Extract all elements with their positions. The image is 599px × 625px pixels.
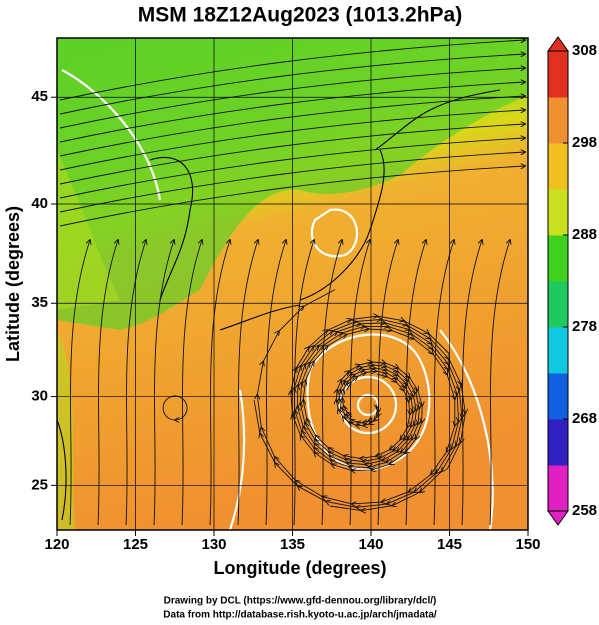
y-tick-label: 35 — [31, 294, 48, 311]
streamline — [461, 240, 482, 526]
streamline — [321, 240, 342, 526]
x-tick-label: 150 — [515, 536, 540, 553]
streamline — [59, 166, 525, 227]
land-region — [57, 330, 75, 530]
streamline — [489, 240, 510, 526]
title: MSM 18Z12Aug2023 (1013.2hPa) — [138, 4, 462, 27]
colorbar-tick-label: 268 — [572, 410, 597, 427]
credit: Drawing by DCL (https://www.gfd-dennou.o… — [164, 596, 437, 607]
colorbar-cell — [548, 235, 568, 282]
coastline — [374, 89, 501, 151]
streamline — [59, 68, 525, 129]
streamline — [209, 240, 230, 526]
colorbar-tick-label: 308 — [572, 42, 597, 59]
streamline — [59, 96, 525, 157]
colorbar-cell — [548, 419, 568, 466]
y-tick-label: 40 — [31, 195, 48, 212]
colorbar-tick-label: 278 — [572, 318, 597, 335]
colorbar-cell — [548, 51, 568, 98]
y-tick-label: 25 — [31, 476, 48, 493]
coastline — [149, 156, 194, 301]
colorbar: 258 268 278 288 298 308 — [547, 36, 597, 526]
axes: 120 125 130 135 140 145 150 25 30 35 40 45 — [31, 38, 541, 553]
colorbar-tick-label: 258 — [572, 502, 597, 519]
streamline — [405, 240, 426, 526]
streamline — [181, 240, 202, 526]
streamline — [59, 138, 525, 199]
streamline — [237, 240, 258, 526]
x-tick-label: 125 — [123, 536, 148, 553]
colorbar-cell — [548, 143, 568, 190]
streamline — [162, 395, 188, 420]
x-tick-label: 140 — [358, 536, 383, 553]
colorbar-tick-label: 288 — [572, 226, 597, 243]
coastline — [57, 419, 67, 521]
streamline — [125, 240, 146, 526]
streamline — [59, 152, 525, 213]
streamline — [377, 240, 398, 526]
streamline — [59, 82, 525, 143]
streamlines — [59, 40, 525, 526]
x-axis-label: Longitude (degrees) — [213, 558, 386, 578]
colorbar-cell — [548, 465, 568, 512]
colorbar-cell — [548, 327, 568, 374]
colorbar-extend — [547, 510, 569, 526]
streamline — [59, 40, 525, 101]
colorbar-frame — [547, 50, 569, 512]
land-region — [57, 150, 120, 310]
x-tick-label: 135 — [280, 536, 305, 553]
colorbar-extend — [547, 36, 569, 52]
y-tick-label: 30 — [31, 388, 48, 405]
y-axis-label: Latitude (degrees) — [3, 206, 23, 362]
streamline — [257, 289, 455, 504]
x-tick-label: 130 — [201, 536, 226, 553]
colorbar-cell — [548, 189, 568, 236]
streamline — [59, 124, 525, 185]
streamline — [433, 240, 454, 526]
y-tick-label: 45 — [31, 88, 48, 105]
credit: Data from http://database.rish.kyoto-u.a… — [163, 610, 437, 621]
streamline — [69, 240, 90, 526]
isobar — [310, 208, 359, 258]
x-tick-label: 120 — [44, 536, 69, 553]
colorbar-tick-label: 298 — [572, 134, 597, 151]
streamline — [97, 240, 118, 526]
streamline — [349, 240, 370, 526]
streamline — [153, 240, 174, 526]
streamline — [293, 240, 314, 526]
streamline — [59, 54, 525, 115]
streamline — [265, 240, 286, 526]
colorbar-cell — [548, 373, 568, 420]
streamline — [59, 110, 525, 171]
colorbar-cell — [548, 281, 568, 328]
x-tick-label: 145 — [437, 536, 462, 553]
colorbar-cell — [548, 97, 568, 144]
